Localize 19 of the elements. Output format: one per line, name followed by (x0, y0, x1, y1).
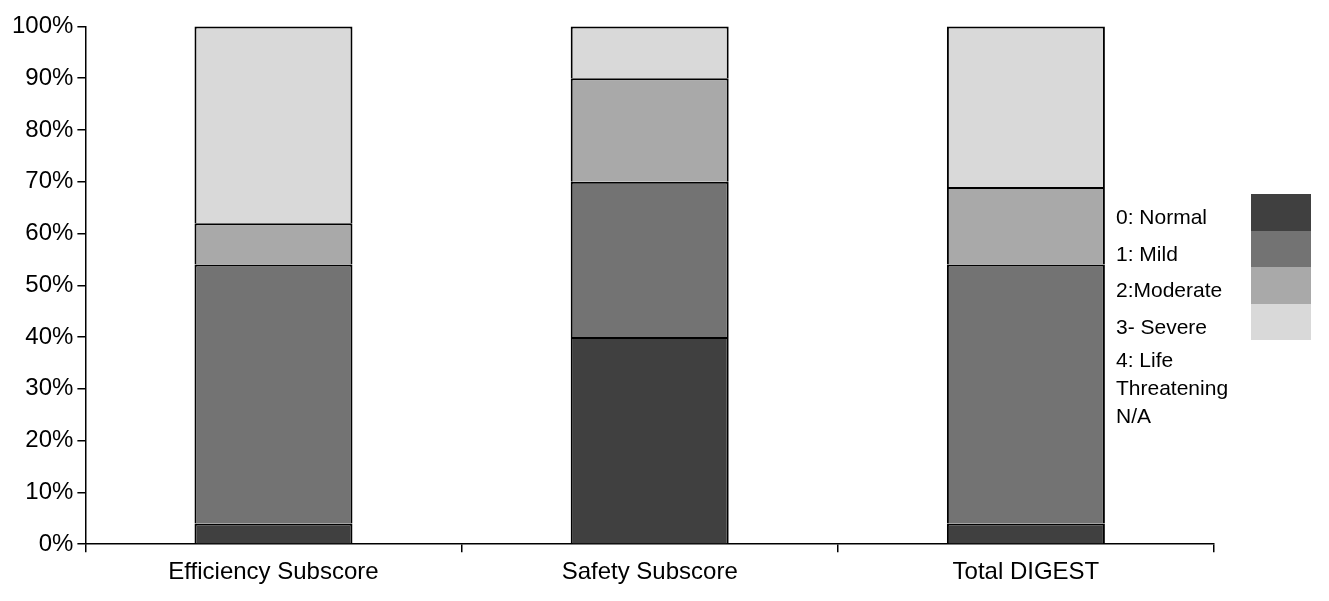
y-tick-label: 30% (25, 373, 74, 401)
legend-label: 3- Severe (1116, 313, 1209, 340)
x-tick-label: Efficiency Subscore (168, 557, 379, 585)
y-tick-label: 80% (25, 114, 74, 142)
y-tick-label: 60% (25, 218, 74, 246)
y-tick-label: 70% (25, 166, 74, 194)
y-tick-label: 50% (25, 269, 74, 297)
y-tick-label: 90% (25, 62, 74, 90)
legend-label: 0: Normal (1116, 204, 1209, 231)
x-tick-label: Safety Subscore (561, 557, 738, 585)
y-tick-label: 40% (25, 321, 74, 349)
legend-label: 2:Moderate (1116, 277, 1224, 304)
series-label: 1: Mild (1116, 240, 1179, 267)
y-tick-label: 10% (25, 477, 74, 505)
x-tick-label: Total DIGEST (952, 557, 1100, 585)
y-tick-label: 100% (11, 11, 74, 39)
y-tick-label: 0% (38, 528, 74, 556)
annotation: 4: Life Threatening N/A (1116, 347, 1230, 429)
y-tick-label: 20% (25, 425, 74, 453)
